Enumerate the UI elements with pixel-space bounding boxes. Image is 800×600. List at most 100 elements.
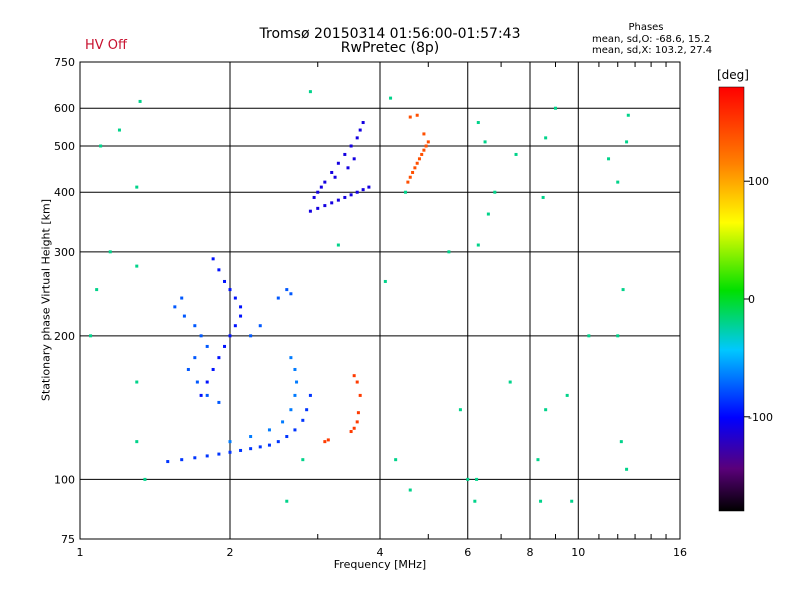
data-point: [285, 435, 289, 439]
data-point: [217, 356, 221, 360]
data-point: [355, 380, 359, 384]
y-tick-label: 500: [54, 140, 75, 153]
data-point: [205, 380, 209, 384]
data-point: [182, 314, 186, 318]
data-point: [166, 460, 170, 464]
data-point: [349, 144, 353, 148]
data-point: [233, 296, 237, 300]
data-point: [308, 393, 312, 397]
data-point: [319, 185, 323, 189]
data-point: [420, 152, 424, 156]
data-point: [475, 477, 479, 481]
data-point: [343, 152, 347, 156]
data-point: [323, 440, 327, 444]
x-tick-label: 10: [571, 546, 585, 559]
data-point: [333, 175, 337, 179]
data-point: [408, 115, 412, 119]
data-point: [108, 250, 112, 254]
data-point: [408, 175, 412, 179]
data-point: [295, 380, 299, 384]
data-point: [293, 428, 297, 432]
data-point: [135, 380, 139, 384]
grid-layer: [79, 61, 681, 540]
data-point: [514, 152, 518, 156]
data-point: [138, 99, 142, 103]
data-point: [205, 344, 209, 348]
data-point: [330, 170, 334, 174]
data-point: [249, 435, 253, 439]
data-point: [358, 128, 362, 132]
data-point: [223, 279, 227, 283]
data-point: [473, 499, 477, 503]
data-point: [349, 430, 353, 434]
data-point: [346, 166, 350, 170]
data-point: [267, 428, 271, 432]
data-point: [389, 96, 393, 100]
data-point: [458, 408, 462, 412]
data-point: [217, 400, 221, 404]
data-point: [180, 296, 184, 300]
data-point: [336, 161, 340, 165]
data-point: [553, 106, 557, 110]
data-point: [343, 195, 347, 199]
data-point: [186, 367, 190, 371]
data-point: [544, 408, 548, 412]
data-point: [367, 185, 371, 189]
data-point: [493, 190, 497, 194]
data-point: [233, 324, 237, 328]
data-point: [336, 243, 340, 247]
data-point: [312, 195, 316, 199]
data-point: [352, 374, 356, 378]
data-point: [135, 185, 139, 189]
y-tick-label: 600: [54, 102, 75, 115]
data-point: [330, 201, 334, 205]
data-point: [565, 393, 569, 397]
data-point: [417, 157, 421, 161]
data-point: [239, 448, 243, 452]
data-point: [361, 188, 365, 192]
data-point: [466, 477, 470, 481]
chart-title: Tromsø 20150314 01:56:00-01:57:43: [259, 26, 521, 42]
data-point: [301, 418, 305, 422]
data-point: [625, 140, 629, 144]
data-point: [258, 445, 262, 449]
data-point: [323, 204, 327, 208]
data-point: [249, 334, 253, 338]
data-point: [276, 296, 280, 300]
data-point: [205, 454, 209, 458]
colorbar-tick-label: 100: [748, 175, 769, 188]
data-point: [358, 393, 362, 397]
data-point: [267, 443, 271, 447]
data-point: [228, 288, 232, 292]
data-point: [356, 411, 360, 415]
data-point: [394, 458, 398, 462]
data-point: [289, 356, 293, 360]
x-tick-label: 4: [377, 546, 384, 559]
data-point: [422, 132, 426, 136]
x-tick-label: 8: [527, 546, 534, 559]
data-point: [193, 324, 197, 328]
data-point: [217, 452, 221, 456]
data-point: [352, 426, 356, 430]
data-point: [223, 344, 227, 348]
data-point: [544, 136, 548, 140]
data-point: [361, 121, 365, 125]
y-tick-label: 100: [54, 473, 75, 486]
plot-frame: [79, 61, 681, 540]
data-point: [422, 148, 426, 152]
data-point: [193, 456, 197, 460]
y-tick-label: 200: [54, 330, 75, 343]
colorbar-unit: [deg]: [717, 68, 749, 82]
data-point: [135, 440, 139, 444]
data-point: [193, 356, 197, 360]
data-point: [293, 367, 297, 371]
data-point: [308, 90, 312, 94]
data-point: [285, 288, 289, 292]
data-point: [619, 440, 623, 444]
data-point: [415, 113, 419, 117]
data-point: [415, 161, 419, 165]
data-point: [336, 198, 340, 202]
x-tick-label: 2: [227, 546, 234, 559]
data-point: [411, 170, 415, 174]
